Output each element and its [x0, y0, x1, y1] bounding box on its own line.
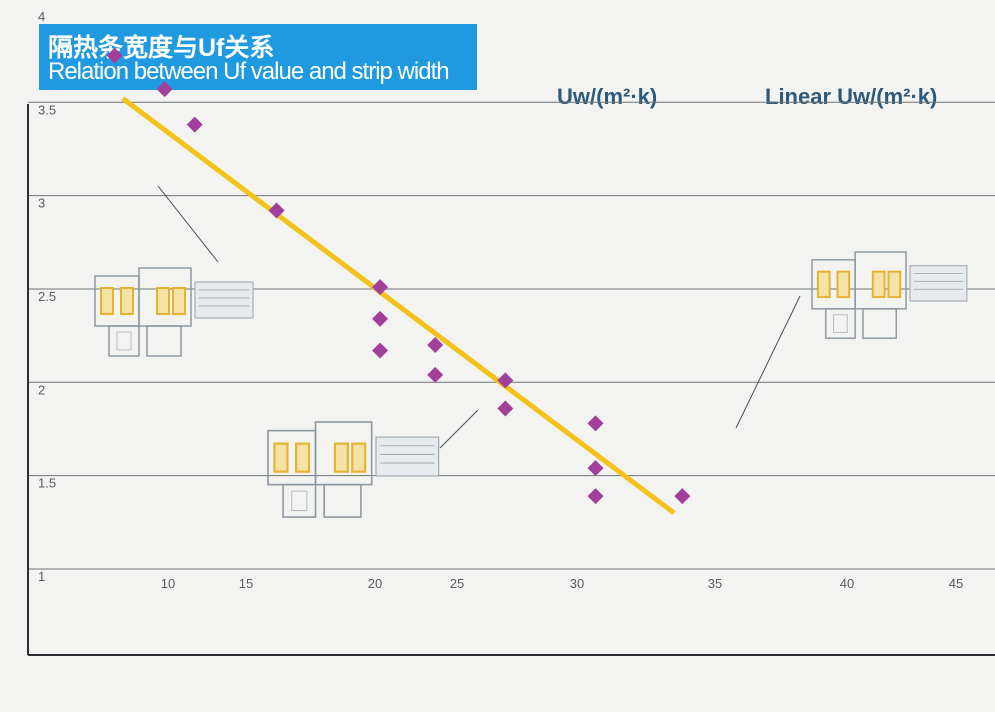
- callout-line-left: [157, 185, 219, 263]
- x-tick-label-0: 10: [161, 576, 175, 591]
- data-point-12: [587, 460, 604, 477]
- y-tick-label-2: 2: [38, 382, 45, 397]
- legend-series-uw: Uw/(m²·k): [557, 84, 658, 109]
- callout-line-center: [439, 409, 479, 449]
- y-tick-label-1: 1.5: [38, 476, 56, 491]
- data-point-7: [427, 336, 444, 353]
- y-tick-label-6: 4: [38, 9, 45, 24]
- window-profile-illustration-left: [94, 267, 254, 357]
- data-point-2: [186, 116, 203, 133]
- x-tick-label-1: 15: [239, 576, 253, 591]
- x-tick-label-3: 25: [450, 576, 464, 591]
- x-tick-label-2: 20: [368, 576, 382, 591]
- x-tick-label-5: 35: [708, 576, 722, 591]
- data-point-1: [156, 81, 173, 98]
- data-point-6: [372, 342, 389, 359]
- data-point-4: [372, 279, 389, 296]
- data-point-13: [587, 488, 604, 505]
- y-tick-label-3: 2.5: [38, 289, 56, 304]
- y-tick-label-0: 1: [38, 569, 45, 584]
- chart-title-box: 隔热条宽度与Uf关系 Relation between Uf value and…: [39, 24, 477, 90]
- linear-trend-line: [121, 96, 676, 515]
- legend-series-linear-uw: Linear Uw/(m²·k): [765, 84, 938, 109]
- x-tick-label-7: 45: [949, 576, 963, 591]
- data-point-11: [587, 415, 604, 432]
- axes: [27, 104, 995, 656]
- data-point-0: [106, 47, 123, 64]
- data-point-5: [372, 310, 389, 327]
- x-tick-label-6: 40: [840, 576, 854, 591]
- grid-lines: [28, 101, 995, 570]
- data-point-8: [427, 366, 444, 383]
- data-markers: [106, 47, 691, 505]
- window-profile-illustration-center: [266, 420, 440, 519]
- x-tick-label-4: 30: [570, 576, 584, 591]
- trend-line-layer: [121, 96, 676, 515]
- y-tick-label-5: 3.5: [38, 102, 56, 117]
- axis-ticks: 1 1.5 2 2.5 3 3.5 4 10 15 20 25 30 35 40 45: [38, 9, 963, 591]
- y-tick-label-4: 3: [38, 196, 45, 211]
- data-point-14: [674, 488, 691, 505]
- window-profile-illustration-right: [811, 251, 968, 340]
- chart-title-chinese: 隔热条宽度与Uf关系: [48, 34, 275, 62]
- data-point-9: [497, 372, 514, 389]
- data-point-10: [497, 400, 514, 417]
- callout-line-right: [735, 295, 801, 429]
- data-point-3: [268, 202, 285, 219]
